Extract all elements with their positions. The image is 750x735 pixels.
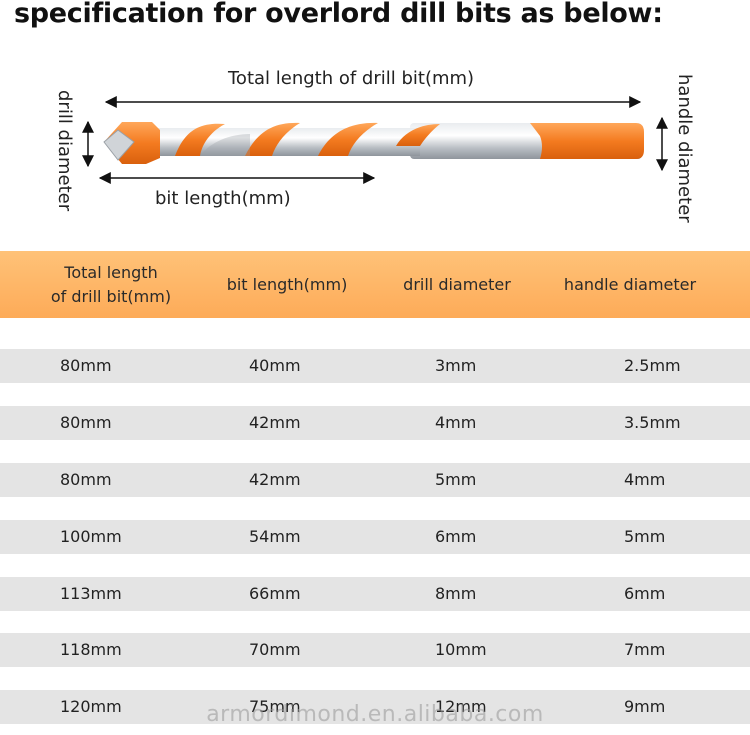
header-handle-diameter: handle diameter [563,275,697,294]
table-cell-bit: 66mm [249,584,301,603]
header-total-length: Total length of drill bit(mm) [40,261,182,309]
drill-bit-illustration [82,96,668,184]
table-row: 120mm 75mm 12mm 9mm [0,690,750,724]
flute-2 [245,122,300,156]
table-row: 100mm 54mm 6mm 5mm [0,520,750,554]
drill-handle-end [530,123,644,159]
drill-diameter-label: drill diameter [54,90,75,212]
table-cell-bit: 75mm [249,697,301,716]
table-cell-handle: 6mm [624,584,666,603]
table-cell-total: 118mm [60,640,122,659]
table-cell-total: 80mm [60,356,112,375]
table-cell-drill: 4mm [435,413,477,432]
table-cell-drill: 10mm [435,640,487,659]
table-row: 80mm 42mm 4mm 3.5mm [0,406,750,440]
page-title: specification for overlord dill bits as … [14,0,663,29]
flute-4 [396,124,440,146]
table-cell-bit: 54mm [249,527,301,546]
spec-table-header: Total length of drill bit(mm) bit length… [0,251,750,318]
table-cell-drill: 5mm [435,470,477,489]
header-total-line1: Total length [64,263,158,282]
handle-diameter-label: handle diameter [674,74,695,223]
table-cell-handle: 4mm [624,470,666,489]
table-cell-handle: 5mm [624,527,666,546]
header-bit-length: bit length(mm) [226,275,348,294]
header-drill-diameter: drill diameter [403,275,511,294]
header-total-line2: of drill bit(mm) [50,287,172,306]
table-cell-drill: 3mm [435,356,477,375]
drill-tip-carbide [103,129,135,161]
table-cell-handle: 3.5mm [624,413,681,432]
total-length-label: Total length of drill bit(mm) [228,68,475,89]
table-row: 80mm 40mm 3mm 2.5mm [0,349,750,383]
table-cell-handle: 9mm [624,697,666,716]
bit-length-label: bit length(mm) [155,188,291,209]
table-cell-total: 100mm [60,527,122,546]
table-cell-total: 80mm [60,413,112,432]
table-cell-handle: 7mm [624,640,666,659]
table-row: 118mm 70mm 10mm 7mm [0,633,750,667]
table-cell-total: 120mm [60,697,122,716]
table-cell-bit: 40mm [249,356,301,375]
table-cell-drill: 6mm [435,527,477,546]
flute-5 [200,134,250,156]
table-cell-bit: 42mm [249,413,301,432]
table-cell-handle: 2.5mm [624,356,681,375]
drill-bit-diagram: Total length of drill bit(mm) bit length… [0,60,750,240]
table-row: 113mm 66mm 8mm 6mm [0,577,750,611]
table-cell-total: 113mm [60,584,122,603]
table-row: 80mm 42mm 5mm 4mm [0,463,750,497]
table-cell-total: 80mm [60,470,112,489]
flute-1 [175,123,225,156]
table-cell-bit: 70mm [249,640,301,659]
table-cell-drill: 12mm [435,697,487,716]
flute-3 [318,122,378,156]
table-cell-bit: 42mm [249,470,301,489]
watermark: armordimond.en.alibaba.com [206,702,544,727]
table-cell-drill: 8mm [435,584,477,603]
